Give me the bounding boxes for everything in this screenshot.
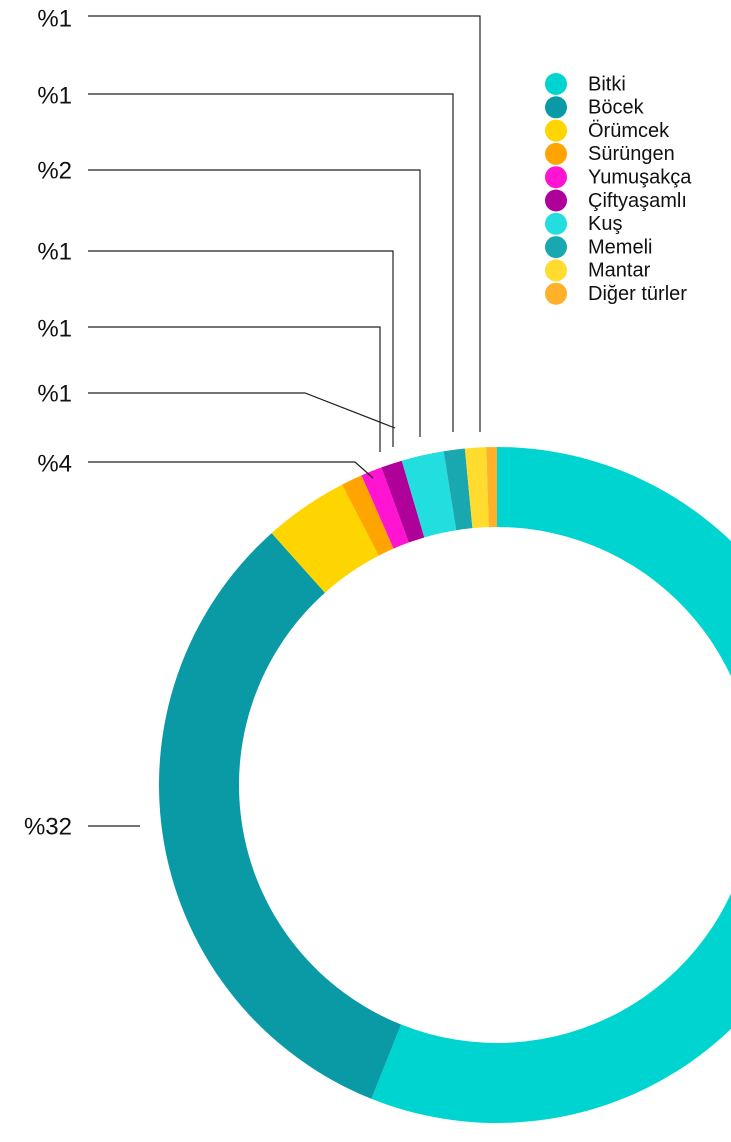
- legend-label: Mantar: [588, 260, 651, 282]
- donut-segment: [464, 447, 489, 529]
- legend-label: Bitki: [588, 73, 626, 95]
- value-label: %4: [37, 450, 72, 477]
- donut-segment: [371, 447, 731, 1123]
- legend-swatch: [545, 212, 567, 235]
- donut-segment: [158, 533, 402, 1099]
- donut-segment: [342, 475, 394, 556]
- donut-segment: [401, 451, 457, 538]
- value-label: %1: [37, 238, 72, 265]
- value-label: %1: [37, 82, 72, 109]
- legend-label: Çiftyaşamlı: [588, 190, 687, 212]
- value-label: %1: [37, 5, 72, 32]
- leader-line: [88, 326, 381, 452]
- donut-segment: [443, 448, 473, 531]
- legend-label: Yumuşakça: [588, 166, 692, 188]
- donut-segment: [486, 447, 497, 528]
- value-label: %32: [24, 813, 72, 840]
- leader-line: [88, 169, 421, 437]
- legend-label: Böcek: [588, 97, 645, 119]
- value-label: %1: [37, 380, 72, 407]
- legend-swatch: [545, 166, 567, 189]
- legend-label: Sürüngen: [588, 143, 675, 165]
- leader-line: [88, 461, 374, 479]
- leader-line: [88, 250, 394, 447]
- legend-label: Örümcek: [588, 120, 670, 142]
- leader-line: [88, 392, 396, 429]
- legend-swatch: [545, 259, 567, 282]
- legend-label: Diğer türler: [588, 283, 687, 305]
- legend-swatch: [545, 189, 567, 212]
- legend-swatch: [545, 73, 567, 95]
- legend-label: Kuş: [588, 213, 622, 235]
- donut-segment: [271, 484, 379, 593]
- value-label: %1: [37, 315, 72, 342]
- leader-line: [88, 15, 481, 432]
- legend-swatch: [545, 119, 567, 142]
- donut-segment: [381, 460, 425, 543]
- legend-swatch: [545, 96, 567, 119]
- value-label: %2: [37, 157, 72, 184]
- legend-swatch: [545, 236, 567, 259]
- legend-label: Memeli: [588, 236, 652, 258]
- legend-swatch: [545, 142, 567, 165]
- legend-swatch: [545, 282, 567, 305]
- leader-line: [88, 93, 454, 432]
- donut-segment: [361, 467, 409, 549]
